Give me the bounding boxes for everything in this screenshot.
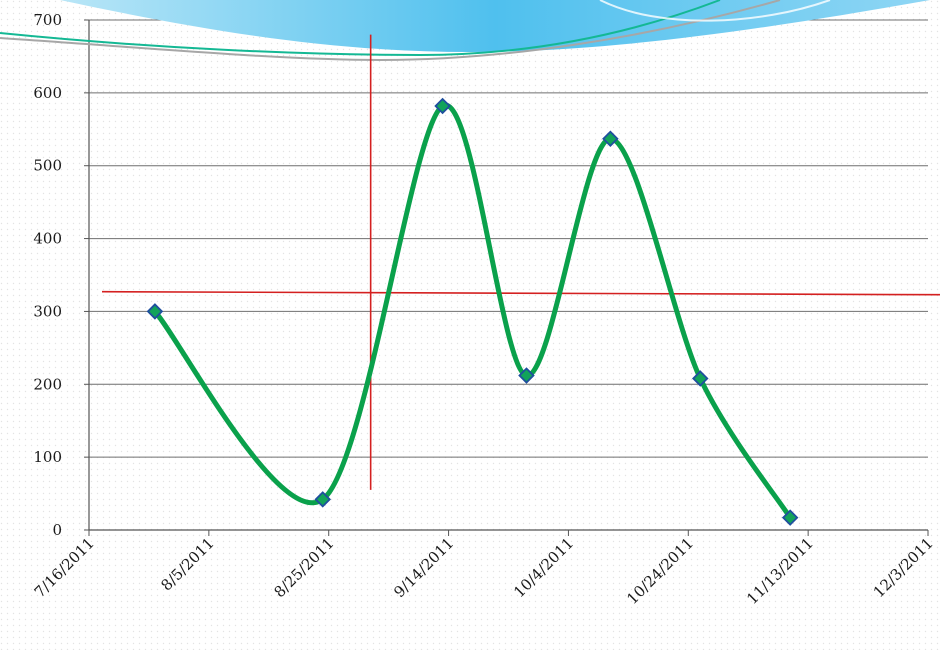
horizontal-reference-line xyxy=(101,290,941,296)
y-tick-label: 0 xyxy=(52,521,62,539)
data-point-marker xyxy=(602,130,619,148)
data-point-marker xyxy=(314,491,331,508)
data-series xyxy=(146,97,799,526)
y-tick-label: 600 xyxy=(33,84,62,102)
data-point-marker xyxy=(518,367,535,384)
y-tick-label: 200 xyxy=(33,375,62,393)
header-wave-decoration xyxy=(0,0,930,62)
y-tick-label: 300 xyxy=(33,302,62,320)
axes xyxy=(84,19,929,536)
data-point-marker xyxy=(781,509,799,526)
data-point-marker xyxy=(146,303,164,320)
y-tick-label: 700 xyxy=(33,11,62,29)
reference-lines xyxy=(101,34,941,490)
y-tick-label: 400 xyxy=(33,230,62,248)
y-tick-label: 500 xyxy=(33,157,62,175)
data-point-marker xyxy=(434,97,451,115)
y-tick-label: 100 xyxy=(33,448,62,466)
data-point-marker xyxy=(691,370,709,387)
